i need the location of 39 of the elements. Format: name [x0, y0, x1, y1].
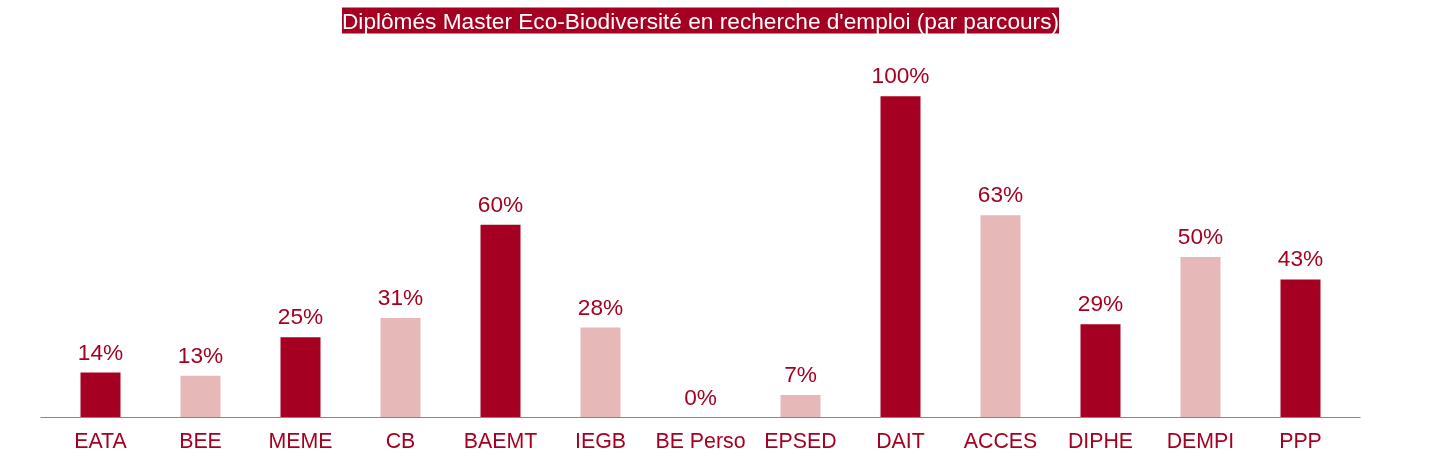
data-label: 50% — [1177, 222, 1224, 249]
data-label: 29% — [1077, 290, 1124, 317]
data-label: 63% — [977, 181, 1024, 208]
bar — [280, 337, 321, 418]
bar — [1080, 324, 1121, 418]
bar — [1280, 279, 1321, 418]
bar — [780, 395, 821, 418]
data-label: 7% — [784, 361, 817, 388]
data-label: 60% — [477, 190, 524, 217]
data-label: 100% — [871, 62, 930, 89]
data-label: 31% — [377, 283, 424, 310]
x-tick-label: EATA — [74, 428, 128, 453]
bar — [80, 372, 121, 418]
x-tick-label: BEE — [179, 428, 222, 453]
bar — [380, 317, 421, 418]
x-tick-label: IEGB — [575, 428, 626, 453]
data-label: 28% — [577, 293, 624, 320]
data-label: 0% — [684, 383, 717, 410]
bar — [580, 327, 621, 418]
x-tick-label: MEME — [268, 428, 333, 453]
x-tick-label: DEMPI — [1166, 428, 1235, 453]
data-label: 14% — [77, 338, 124, 365]
bar — [480, 224, 521, 418]
bar — [880, 96, 921, 418]
x-tick-label: CB — [385, 428, 416, 453]
x-tick-label: DAIT — [876, 428, 925, 453]
bar — [980, 215, 1021, 418]
x-tick-label: EPSED — [764, 428, 837, 453]
x-tick-label: ACCES — [963, 428, 1038, 453]
data-label: 13% — [177, 341, 224, 368]
x-tick-label: PPP — [1279, 428, 1322, 453]
x-tick-label: BAEMT — [463, 428, 538, 453]
x-tick-label: BE Perso — [655, 428, 746, 453]
chart-title: Diplômés Master Eco-Biodiversité en recherche d'emploi (par parcours) — [341, 7, 1060, 34]
data-label: 25% — [277, 303, 324, 330]
data-label: 43% — [1277, 245, 1324, 272]
x-tick-label: DIPHE — [1067, 428, 1134, 453]
bar — [180, 375, 221, 418]
bar — [1180, 256, 1221, 418]
